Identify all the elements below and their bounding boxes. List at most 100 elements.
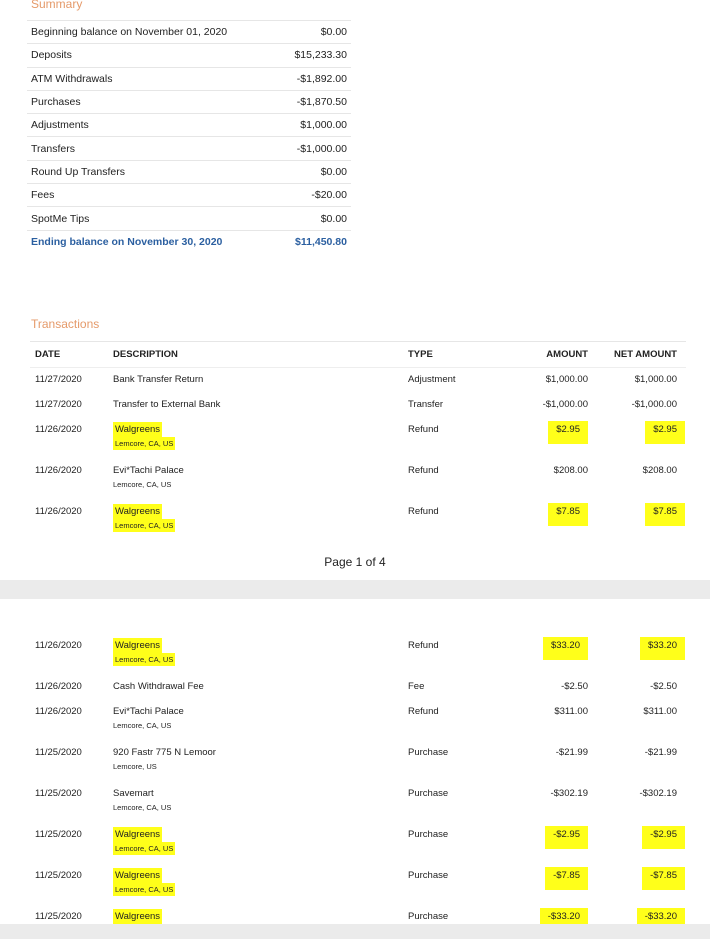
transaction-net-amount: $1,000.00	[634, 374, 677, 385]
summary-label: Transfers	[31, 142, 75, 155]
summary-value: $11,450.80	[295, 235, 347, 248]
header-amount: AMOUNT	[546, 349, 588, 360]
transaction-date: 11/25/2020	[35, 870, 82, 881]
summary-row: Adjustments $1,000.00	[27, 113, 351, 136]
transaction-type: Refund	[408, 424, 439, 435]
transaction-date: 11/26/2020	[35, 640, 82, 651]
merchant-name: Walgreens	[113, 909, 163, 924]
transaction-description: 920 Fastr 775 N Lemoor Lemcore, US	[113, 747, 216, 771]
merchant-location: Lemcore, CA, US	[113, 480, 172, 489]
transaction-description: Cash Withdrawal Fee	[113, 681, 204, 692]
transaction-description: Walgreens	[113, 909, 163, 924]
transaction-net-amount: $2.95	[645, 421, 685, 444]
transaction-amount: $208.00	[553, 465, 588, 476]
transaction-row: 11/25/2020 920 Fastr 775 N Lemoor Lemcore…	[30, 747, 686, 788]
transaction-net-amount: $7.85	[645, 503, 685, 526]
transaction-type: Adjustment	[408, 374, 456, 385]
transaction-amount: -$7.85	[545, 867, 588, 890]
transaction-description: Walgreens Lemcore, CA, US	[113, 422, 176, 450]
summary-value: $15,233.30	[294, 49, 347, 62]
summary-title: Summary	[31, 0, 83, 11]
transaction-net-amount: $311.00	[643, 706, 677, 717]
header-net-amount: NET AMOUNT	[614, 349, 677, 360]
transactions-title: Transactions	[31, 317, 100, 331]
summary-label: Deposits	[31, 49, 72, 62]
summary-value: -$20.00	[311, 189, 347, 202]
merchant-location: Lemcore, CA, US	[113, 437, 176, 450]
merchant-name: Cash Withdrawal Fee	[113, 681, 204, 692]
transaction-row: 11/26/2020 Walgreens Lemcore, CA, US Refu…	[30, 421, 686, 465]
transaction-date: 11/26/2020	[35, 465, 82, 476]
summary-label: Beginning balance on November 01, 2020	[31, 26, 228, 39]
transaction-amount: -$2.95	[545, 826, 588, 849]
summary-row: Deposits $15,233.30	[27, 43, 351, 66]
merchant-name: Walgreens	[113, 504, 163, 519]
summary-row: Round Up Transfers $0.00	[27, 159, 351, 183]
transaction-type: Purchase	[408, 870, 449, 881]
merchant-name: Transfer to External Bank	[113, 399, 221, 410]
merchant-location: Lemcore, CA, US	[113, 842, 176, 855]
transaction-row: 11/26/2020 Evi*Tachi Palace Lemcore, CA, …	[30, 706, 686, 747]
summary-value: $0.00	[320, 212, 347, 225]
transaction-description: Walgreens Lemcore, CA, US	[113, 638, 176, 666]
transaction-type: Refund	[408, 640, 439, 651]
transaction-date: 11/25/2020	[35, 788, 82, 799]
merchant-name: Walgreens	[113, 868, 163, 883]
summary-value: $0.00	[320, 26, 347, 39]
transactions-header: DATE DESCRIPTION TYPE AMOUNT NET AMOUNT	[30, 341, 686, 368]
summary-label: Purchases	[31, 96, 81, 109]
transaction-date: 11/27/2020	[35, 399, 82, 410]
transaction-description: Evi*Tachi Palace Lemcore, CA, US	[113, 465, 184, 489]
summary-label: Round Up Transfers	[31, 165, 125, 178]
transaction-net-amount: -$2.50	[650, 681, 677, 692]
transaction-row: 11/26/2020 Walgreens Lemcore, CA, US Refu…	[30, 503, 686, 547]
summary-label: Adjustments	[31, 119, 89, 132]
transaction-type: Refund	[408, 706, 439, 717]
transaction-type: Purchase	[408, 829, 449, 840]
transaction-net-amount: -$21.99	[644, 747, 677, 758]
transaction-row: 11/27/2020 Transfer to External Bank Tra…	[30, 399, 686, 424]
transaction-type: Refund	[408, 506, 439, 517]
transaction-net-amount: -$2.95	[642, 826, 685, 849]
summary-label: Fees	[31, 189, 55, 202]
summary-table: Beginning balance on November 01, 2020 $0…	[27, 20, 351, 253]
transaction-row: 11/26/2020 Evi*Tachi Palace Lemcore, CA, …	[30, 465, 686, 506]
summary-row: Purchases -$1,870.50	[27, 89, 351, 113]
transaction-amount: -$302.19	[550, 788, 588, 799]
merchant-name: Walgreens	[113, 827, 163, 842]
transactions-page-1: 11/27/2020 Bank Transfer Return Adjustme…	[30, 374, 686, 547]
transactions-page-2: 11/26/2020 Walgreens Lemcore, CA, US Refu…	[30, 637, 686, 936]
transaction-type: Transfer	[408, 399, 444, 410]
page-indicator: Page 1 of 4	[324, 555, 386, 569]
merchant-location: Lemcore, CA, US	[113, 883, 176, 896]
transaction-description: Savemart Lemcore, CA, US	[113, 788, 171, 812]
transaction-date: 11/26/2020	[35, 424, 82, 435]
merchant-location: Lemcore, CA, US	[113, 653, 176, 666]
transaction-description: Walgreens Lemcore, CA, US	[113, 827, 176, 855]
summary-ending-row: Ending balance on November 30, 2020 $11,4…	[27, 229, 351, 253]
summary-value: -$1,000.00	[296, 142, 347, 155]
summary-label: SpotMe Tips	[31, 212, 90, 225]
transaction-amount: $1,000.00	[545, 374, 588, 385]
summary-row: Beginning balance on November 01, 2020 $0…	[27, 20, 351, 43]
transaction-date: 11/26/2020	[35, 681, 82, 692]
header-description: DESCRIPTION	[113, 349, 178, 360]
merchant-name: Evi*Tachi Palace	[113, 465, 184, 476]
transaction-description: Walgreens Lemcore, CA, US	[113, 504, 176, 532]
transaction-row: 11/26/2020 Walgreens Lemcore, CA, US Refu…	[30, 637, 686, 681]
transaction-description: Transfer to External Bank	[113, 399, 220, 410]
summary-row: Transfers -$1,000.00	[27, 136, 351, 159]
transaction-row: 11/25/2020 Walgreens Lemcore, CA, US Purc…	[30, 826, 686, 870]
merchant-location: Lemcore, CA, US	[113, 803, 172, 812]
summary-label: Ending balance on November 30, 2020	[31, 235, 223, 248]
transaction-type: Refund	[408, 465, 439, 476]
transaction-type: Purchase	[408, 747, 449, 758]
merchant-location: Lemcore, CA, US	[113, 519, 176, 532]
summary-row: SpotMe Tips $0.00	[27, 206, 351, 229]
header-date: DATE	[35, 349, 61, 360]
transaction-description: Walgreens Lemcore, CA, US	[113, 868, 176, 896]
summary-row: ATM Withdrawals -$1,892.00	[27, 66, 351, 90]
summary-label: ATM Withdrawals	[31, 72, 113, 85]
summary-row: Fees -$20.00	[27, 183, 351, 206]
transaction-net-amount: -$1,000.00	[631, 399, 677, 410]
